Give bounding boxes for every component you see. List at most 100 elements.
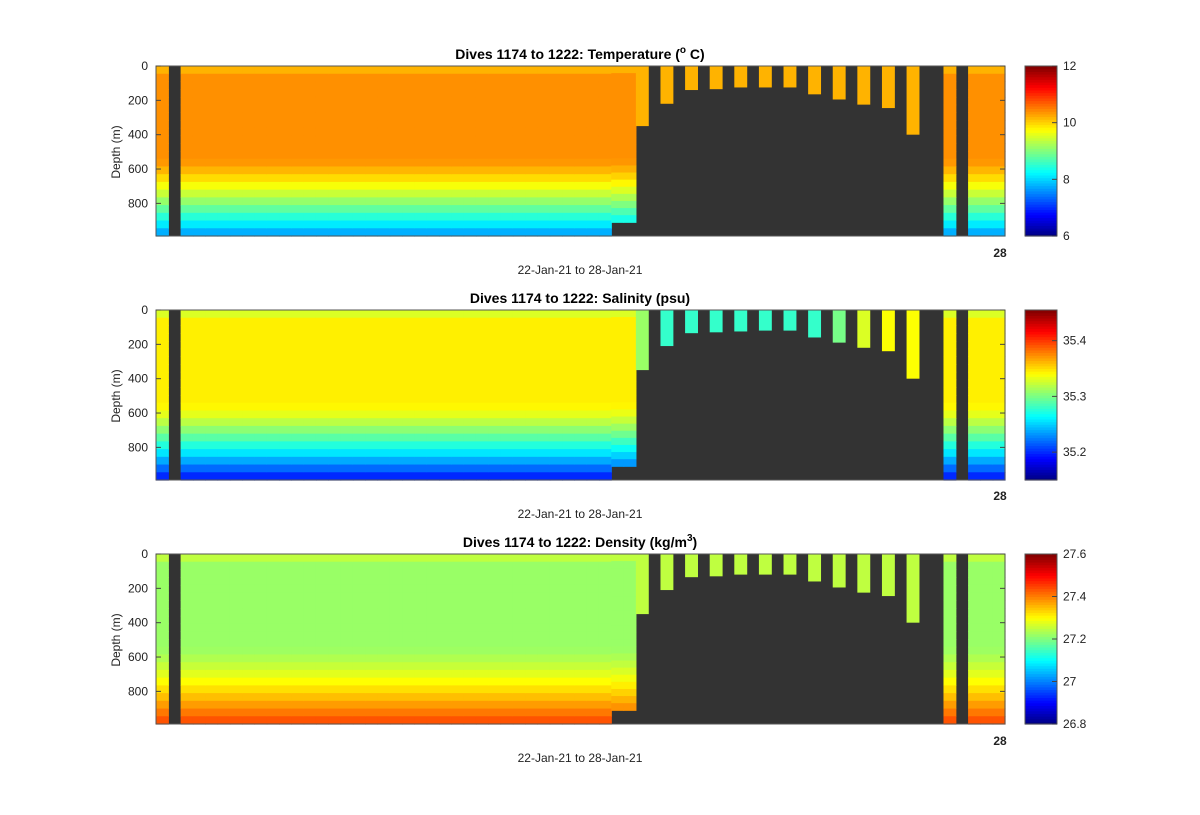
profile-cell	[500, 600, 514, 609]
profile-cell	[992, 205, 1006, 214]
colorbar-segment	[1025, 577, 1057, 582]
profile-cell	[352, 135, 366, 144]
profile-cell	[205, 348, 219, 357]
profile-cell	[439, 410, 452, 419]
profile-cell	[574, 669, 588, 679]
profile-cell	[488, 81, 502, 90]
profile-cell	[402, 143, 415, 152]
profile-column	[734, 310, 748, 332]
profile-cell	[549, 608, 563, 617]
profile-cell	[192, 174, 206, 183]
profile-column	[598, 310, 612, 481]
profile-column	[414, 66, 428, 237]
profile-cell	[352, 716, 366, 725]
profile-cell	[598, 174, 612, 183]
profile-cell	[451, 554, 465, 563]
profile-cell	[488, 395, 502, 404]
profile-cell	[242, 104, 256, 113]
profile-cell	[992, 425, 1006, 435]
profile-cell	[242, 654, 256, 663]
profile-cell	[574, 433, 588, 442]
profile-cell	[426, 425, 440, 435]
profile-cell	[377, 120, 391, 129]
profile-cell	[291, 228, 305, 237]
profile-cell	[426, 89, 440, 98]
profile-cell	[943, 197, 957, 206]
profile-cell	[340, 639, 354, 648]
profile-cell	[562, 181, 575, 191]
profile-cell	[279, 608, 292, 617]
profile-cell	[217, 449, 231, 458]
profile-cell	[377, 592, 391, 601]
profile-cell	[291, 608, 305, 617]
profile-cell	[525, 317, 539, 327]
profile-cell	[365, 317, 379, 327]
profile-cell	[279, 402, 292, 412]
profile-cell	[562, 371, 575, 381]
profile-cell	[279, 554, 292, 563]
profile-cell	[303, 464, 317, 473]
profile-cell	[377, 646, 391, 656]
profile-cell	[217, 623, 231, 632]
profile-cell	[598, 623, 612, 632]
profile-cell	[156, 662, 169, 671]
profile-cell	[426, 197, 440, 206]
profile-cell	[512, 104, 526, 113]
profile-cell	[537, 685, 551, 694]
profile-column	[315, 310, 329, 481]
profile-cell	[328, 600, 342, 609]
profile-cell	[451, 615, 465, 625]
profile-column	[758, 554, 772, 575]
profile-cell	[303, 654, 317, 663]
profile-cell	[439, 433, 452, 442]
profile-cell	[414, 693, 428, 702]
profile-cell	[192, 387, 206, 396]
y-tick-label: 0	[141, 547, 148, 561]
profile-cell	[439, 700, 452, 710]
profile-cell	[968, 104, 981, 113]
profile-cell	[623, 66, 637, 74]
profile-cell	[488, 333, 502, 342]
profile-cell	[500, 662, 514, 671]
profile-cell	[328, 387, 342, 396]
profile-cell	[414, 577, 428, 586]
profile-cell	[943, 73, 957, 83]
profile-cell	[598, 340, 612, 350]
profile-cell	[574, 472, 588, 481]
profile-column	[439, 66, 452, 237]
profile-cell	[451, 700, 465, 710]
profile-cell	[192, 716, 206, 725]
profile-cell	[217, 418, 231, 427]
profile-cell	[229, 554, 243, 563]
profile-cell	[389, 677, 403, 686]
profile-cell	[377, 449, 391, 458]
profile-cell	[574, 615, 588, 625]
profile-cell	[352, 669, 366, 679]
profile-cell	[980, 561, 994, 571]
profile-cell	[980, 418, 994, 427]
profile-cell	[537, 669, 551, 679]
profile-cell	[500, 348, 514, 357]
profile-cell	[365, 348, 379, 357]
profile-cell	[500, 212, 514, 222]
profile-column	[279, 554, 292, 725]
profile-cell	[315, 410, 329, 419]
profile-column	[857, 66, 871, 105]
profile-cell	[943, 379, 957, 388]
profile-cell	[402, 402, 415, 412]
colorbar-segment	[1025, 689, 1057, 693]
profile-cell	[229, 685, 243, 694]
profile-cell	[291, 205, 305, 214]
profile-cell	[439, 464, 452, 473]
profile-cell	[611, 681, 625, 690]
profile-cell	[229, 654, 243, 663]
profile-cell	[968, 561, 981, 571]
profile-cell	[537, 371, 551, 381]
profile-cell	[992, 325, 1006, 334]
profile-column	[328, 554, 342, 725]
profile-cell	[156, 228, 169, 237]
profile-cell	[279, 212, 292, 222]
profile-cell	[340, 615, 354, 625]
profile-cell	[980, 348, 994, 357]
profile-cell	[451, 693, 465, 702]
